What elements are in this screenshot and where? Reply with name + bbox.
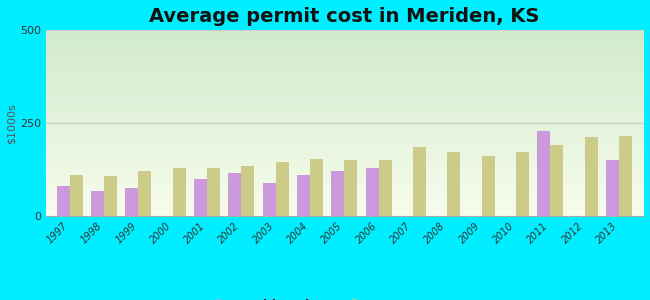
Bar — [619, 136, 632, 216]
Bar — [366, 168, 379, 216]
Title: Average permit cost in Meriden, KS: Average permit cost in Meriden, KS — [150, 7, 540, 26]
Bar — [606, 160, 619, 216]
Bar — [413, 147, 426, 216]
Legend: Meriden city, Kansas average: Meriden city, Kansas average — [200, 295, 488, 300]
Bar — [516, 152, 529, 216]
Bar — [57, 186, 70, 216]
Bar — [538, 130, 551, 216]
Bar — [551, 145, 564, 216]
Bar — [344, 160, 358, 216]
Bar — [173, 168, 186, 216]
Bar — [482, 156, 495, 216]
Bar — [585, 137, 598, 216]
Bar — [138, 171, 151, 216]
Bar — [104, 176, 117, 216]
Bar — [332, 171, 344, 216]
Bar — [228, 173, 241, 216]
Bar — [310, 159, 323, 216]
Bar — [379, 160, 392, 216]
Bar — [263, 183, 276, 216]
Bar — [276, 162, 289, 216]
Bar — [194, 179, 207, 216]
Bar — [207, 168, 220, 216]
Bar — [447, 152, 460, 216]
Bar — [91, 191, 104, 216]
Bar — [125, 188, 138, 216]
Bar — [297, 175, 310, 216]
Y-axis label: $1000s: $1000s — [7, 103, 17, 143]
Bar — [241, 166, 254, 216]
Bar — [70, 175, 83, 216]
